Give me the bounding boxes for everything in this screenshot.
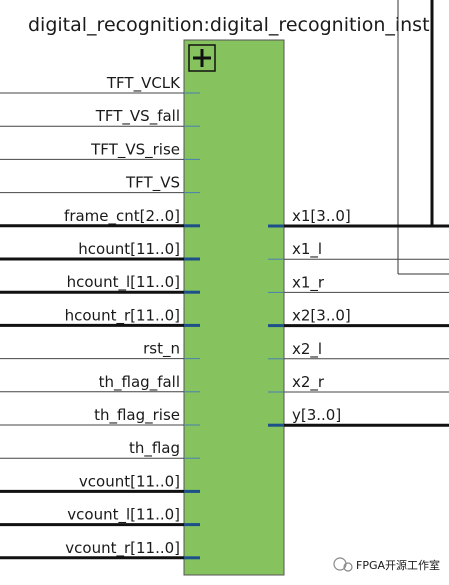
- watermark-icon: [333, 557, 353, 572]
- output-port-label: y[3..0]: [292, 406, 341, 424]
- input-port-label: rst_n: [143, 340, 180, 359]
- output-port-label: x1_r: [292, 273, 325, 292]
- ports: TFT_VCLK TFT_VS_fall TFT_VS_rise TFT_VSfram…: [0, 74, 449, 560]
- input-port-label: hcount_r[11..0]: [65, 306, 180, 325]
- input-port-label: th_flag_rise: [94, 406, 180, 425]
- module-title: digital_recognition:digital_recognition_…: [28, 14, 430, 36]
- input-port-label: TFT_VS_rise: [90, 140, 180, 159]
- input-port-label: TFT_VS: [125, 174, 180, 193]
- input-port-label: frame_cnt[2..0]: [64, 207, 180, 226]
- output-port-label: x2[3..0]: [292, 307, 351, 325]
- module-block: [183, 39, 285, 576]
- input-port-label: TFT_VCLK: [106, 74, 181, 93]
- input-port-label: hcount[11..0]: [78, 240, 180, 258]
- input-port-label: TFT_VS_fall: [95, 107, 180, 126]
- input-port-label: vcount_l[11..0]: [67, 506, 180, 525]
- output-port-label: x1[3..0]: [292, 207, 351, 225]
- output-port-label: x2_l: [292, 340, 322, 359]
- input-port-label: th_flag_fall: [99, 373, 180, 392]
- watermark: FPGA开源工作室: [356, 558, 440, 572]
- output-port-label: x2_r: [292, 373, 325, 392]
- input-port-label: vcount[11..0]: [79, 472, 180, 490]
- output-port-label: x1_l: [292, 240, 322, 259]
- input-port-label: hcount_l[11..0]: [67, 273, 180, 292]
- input-port-label: th_flag: [129, 439, 180, 458]
- input-port-label: vcount_r[11..0]: [65, 539, 180, 558]
